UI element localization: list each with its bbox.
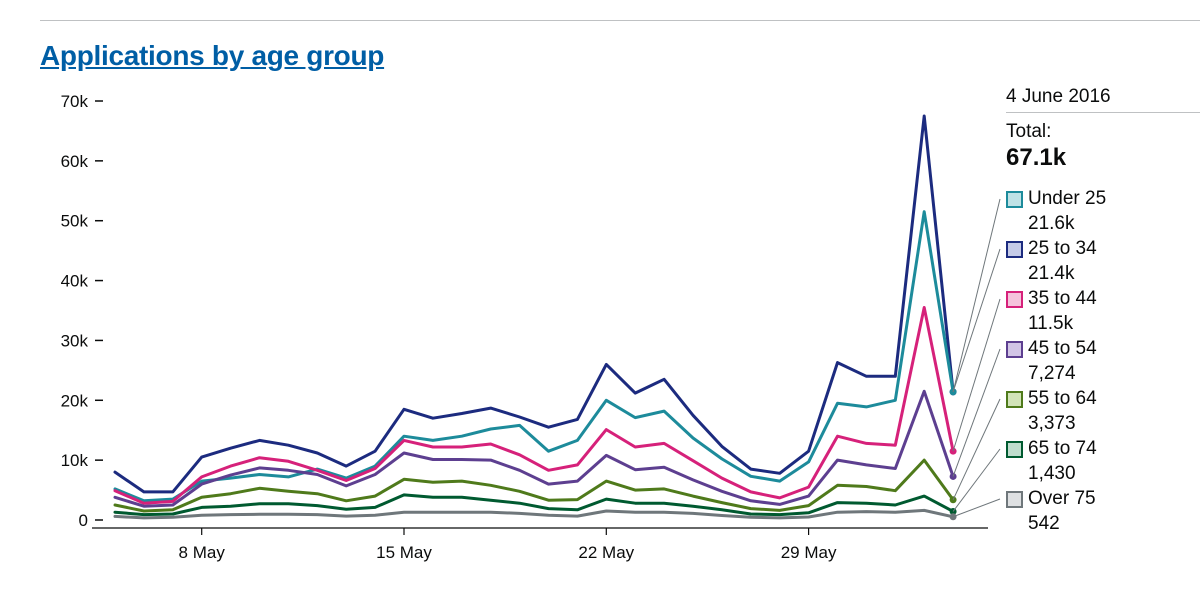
series-line-65-to-74[interactable]	[113, 493, 955, 517]
y-tick-label: 60k	[61, 152, 89, 171]
legend-swatch[interactable]	[1006, 391, 1023, 408]
y-tick-label: 10k	[61, 451, 89, 470]
leader-line	[952, 398, 1001, 501]
x-tick-label: 15 May	[376, 543, 432, 562]
legend-label: 25 to 34	[1028, 238, 1097, 259]
series-line-25-to-34[interactable]	[113, 114, 955, 494]
legend-label: 45 to 54	[1028, 338, 1097, 359]
legend-label: 35 to 44	[1028, 288, 1097, 309]
page-title[interactable]: Applications by age group	[40, 40, 385, 71]
x-tick-label: 29 May	[781, 543, 837, 562]
y-tick-label: 50k	[61, 212, 89, 231]
series-line-45-to-54[interactable]	[113, 389, 955, 508]
series-lines	[113, 114, 957, 521]
legend-swatch[interactable]	[1006, 491, 1023, 508]
y-tick-label: 40k	[61, 272, 89, 291]
panel-divider	[1006, 112, 1200, 113]
x-tick-label: 8 May	[179, 543, 226, 562]
legend-leader-lines	[952, 198, 1001, 518]
leader-line	[952, 448, 1001, 512]
legend-label: Under 25	[1028, 188, 1107, 209]
leader-line	[952, 298, 1001, 452]
legend-value: 542	[1028, 513, 1060, 534]
selected-date: 4 June 2016	[1006, 86, 1111, 107]
legend-value: 7,274	[1028, 363, 1076, 384]
x-axis: 8 May 15 May 22 May 29 May	[92, 527, 988, 562]
total-value: 67.1k	[1006, 144, 1067, 171]
legend-value: 11.5k	[1028, 313, 1074, 334]
leader-line	[952, 198, 1001, 393]
leader-line	[952, 348, 1001, 477]
y-axis: 0 10k 20k 30k 40k 50k 60k 70k	[61, 92, 103, 530]
y-tick-label: 0	[79, 511, 88, 530]
series-line-35-to-44[interactable]	[113, 306, 955, 505]
legend-value: 21.6k	[1028, 213, 1075, 234]
series-line-over-75[interactable]	[113, 508, 955, 520]
legend-value: 3,373	[1028, 413, 1076, 434]
y-tick-label: 70k	[61, 92, 89, 111]
top-divider	[40, 20, 1200, 21]
legend-swatch[interactable]	[1006, 291, 1023, 308]
legend-label: 65 to 74	[1028, 438, 1097, 459]
series-line-55-to-64[interactable]	[113, 458, 955, 513]
leader-line	[952, 248, 1001, 393]
legend-swatch[interactable]	[1006, 241, 1023, 258]
legend-label: Over 75	[1028, 488, 1096, 509]
y-tick-label: 20k	[61, 391, 89, 410]
series-line-under-25[interactable]	[113, 210, 955, 503]
legend-swatch[interactable]	[1006, 441, 1023, 458]
leader-line	[952, 498, 1001, 518]
legend-value: 21.4k	[1028, 263, 1075, 284]
x-tick-label: 22 May	[578, 543, 634, 562]
legend-swatch[interactable]	[1006, 341, 1023, 358]
tooltip-panel: 4 June 2016 Total: 67.1k	[1006, 84, 1200, 173]
legend-value: 1,430	[1028, 463, 1076, 484]
y-tick-label: 30k	[61, 331, 89, 350]
legend-label: 55 to 64	[1028, 388, 1097, 409]
total-label: Total:	[1006, 121, 1052, 142]
legend-swatch[interactable]	[1006, 191, 1023, 208]
